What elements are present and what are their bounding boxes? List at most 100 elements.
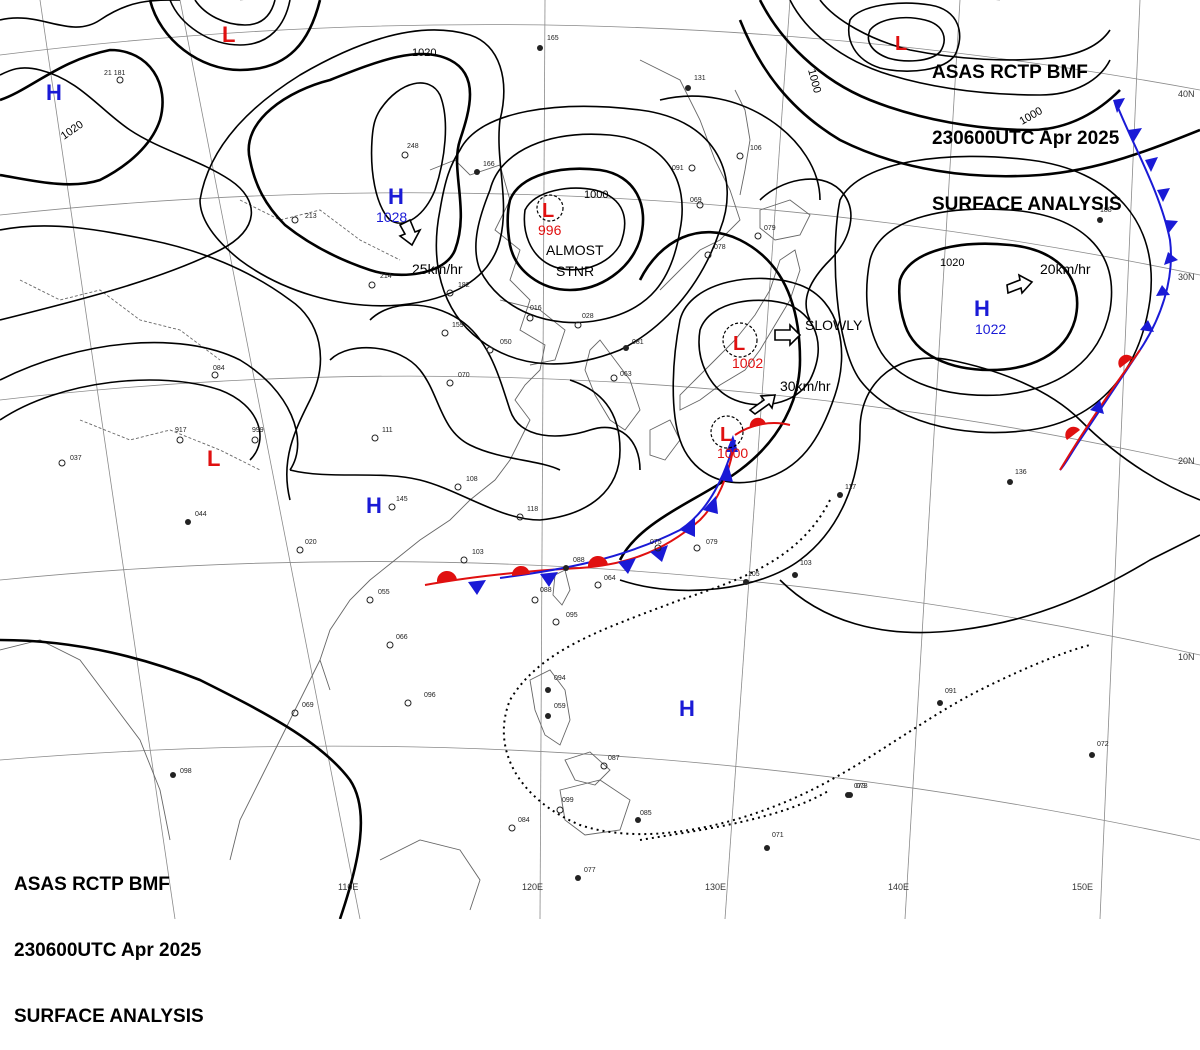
isobar-south-1: [289, 379, 621, 521]
svg-text:071: 071: [772, 832, 784, 839]
svg-text:213: 213: [305, 213, 317, 220]
border-1: [19, 279, 221, 361]
cold-front-triangle-5: [680, 518, 695, 537]
station-plot: 070: [446, 372, 470, 387]
station-plot: 069: [690, 197, 704, 209]
isobar-top-low-outer: [148, 0, 322, 72]
station-plot: 079: [754, 225, 776, 240]
isobar-low-996-outer: [475, 133, 683, 324]
svg-text:055: 055: [378, 589, 390, 596]
parallel-40n: [0, 24, 1200, 91]
east-front: [1059, 98, 1178, 471]
station-plot: 037: [58, 455, 82, 467]
svg-text:084: 084: [518, 817, 530, 824]
lat-label-40n: 40N: [1178, 89, 1195, 99]
low-996-value: 996: [538, 222, 562, 238]
station-plot: 050: [486, 339, 512, 354]
isobar-china-2: [329, 346, 561, 471]
svg-text:064: 064: [604, 575, 616, 582]
station-plot: 084: [508, 817, 530, 832]
svg-text:028: 028: [582, 313, 594, 320]
station-plot: 165: [537, 35, 559, 51]
station-plot: 063: [610, 371, 632, 382]
graticule: [0, 0, 1200, 919]
motion-labels: 25km/hr ALMOST STNR SLOWLY 30km/hr 20km/…: [412, 242, 1091, 394]
station-plot: 077: [575, 867, 596, 881]
arrow-low-1002: [774, 323, 802, 347]
svg-text:069: 069: [690, 197, 702, 204]
meridian-130e: [724, 0, 791, 919]
svg-text:091: 091: [945, 688, 957, 695]
isobars: [0, 0, 1200, 919]
station-plot: 088: [531, 587, 552, 604]
isobar-center-high-outer: [199, 29, 505, 307]
coast-borneo: [379, 839, 481, 911]
station-plot: 917: [175, 427, 187, 444]
svg-text:118: 118: [527, 506, 538, 513]
svg-text:917: 917: [175, 427, 187, 434]
svg-text:037: 037: [70, 455, 82, 462]
border-2: [239, 199, 401, 261]
svg-text:165: 165: [547, 35, 559, 42]
header-bottom-line-1: ASAS RCTP BMF: [14, 874, 170, 895]
isobar-low-996-1000: [506, 167, 645, 292]
front-line-east-red: [1059, 349, 1141, 471]
warm-front-bump-2: [511, 565, 530, 576]
cold-front-triangle-1: [468, 580, 486, 595]
svg-text:106: 106: [750, 145, 762, 152]
station-plot: 095: [552, 612, 578, 626]
svg-text:096: 096: [424, 692, 436, 699]
front-line-east: [1059, 99, 1172, 471]
east-triangle-6: [1164, 252, 1178, 265]
svg-text:094: 094: [554, 675, 566, 682]
coastlines: [0, 59, 811, 911]
station-plot: 213: [291, 213, 317, 224]
isobar-japan-big: [618, 230, 802, 561]
station-plot: 066: [386, 634, 408, 649]
low-1002-letter: L: [733, 333, 745, 355]
isobar-label-1000-low: 1000: [584, 189, 608, 201]
svg-text:085: 085: [640, 810, 652, 817]
isobar-top-low-1: [169, 0, 291, 46]
isobar-japan-low-1002: [698, 299, 819, 406]
isobar-label-1020-top: 1020: [412, 47, 436, 59]
lon-label-150e: 150E: [1072, 882, 1093, 892]
station-plot: 117: [837, 484, 856, 498]
svg-text:016: 016: [530, 305, 542, 312]
svg-text:999: 999: [252, 427, 264, 434]
high-1028-value: 1028: [376, 209, 407, 225]
svg-text:079: 079: [764, 225, 776, 232]
svg-text:21 181: 21 181: [104, 70, 126, 77]
svg-text:111: 111: [382, 427, 393, 434]
station-plot: 069: [291, 702, 314, 717]
coast-bohai: [499, 299, 566, 366]
isobar-japan-low-outer: [672, 277, 843, 484]
station-plot: 096: [404, 692, 436, 707]
svg-text:159: 159: [452, 322, 464, 329]
header-bottom-line-3: SURFACE ANALYSIS: [14, 1006, 204, 1027]
cold-front-triangle-4: [650, 545, 668, 562]
station-observations: 21 181 165 131 106 091 069 078 079 073 2…: [58, 35, 1112, 881]
station-plot: 020: [296, 539, 317, 554]
isobar-big-ring: [435, 105, 728, 365]
coast-visayas: [564, 751, 611, 786]
station-plot: 106: [736, 145, 762, 160]
isobar-top-low-2: [194, 0, 276, 26]
east-triangle-9: [1090, 400, 1104, 414]
map-header-top-right: ASAS RCTP BMF 230600UTC Apr 2025 SURFACE…: [932, 18, 1122, 238]
parallel-20n: [0, 375, 1200, 466]
east-triangle-1: [1113, 98, 1125, 113]
station-plot: 064: [594, 575, 616, 589]
station-plot: 159: [441, 322, 464, 337]
station-plot: 081: [623, 339, 644, 351]
arrow-low-1000: [748, 394, 777, 416]
svg-text:105: 105: [748, 571, 760, 578]
svg-text:108: 108: [466, 476, 478, 483]
cold-front-triangle-2: [540, 572, 558, 587]
low-ne-letter: L: [895, 33, 907, 55]
station-plot: 059: [545, 703, 566, 719]
station-plot: 073: [845, 783, 866, 798]
svg-text:070: 070: [458, 372, 470, 379]
label-25kmhr: 25km/hr: [412, 261, 463, 277]
station-plot: 214: [368, 273, 392, 289]
